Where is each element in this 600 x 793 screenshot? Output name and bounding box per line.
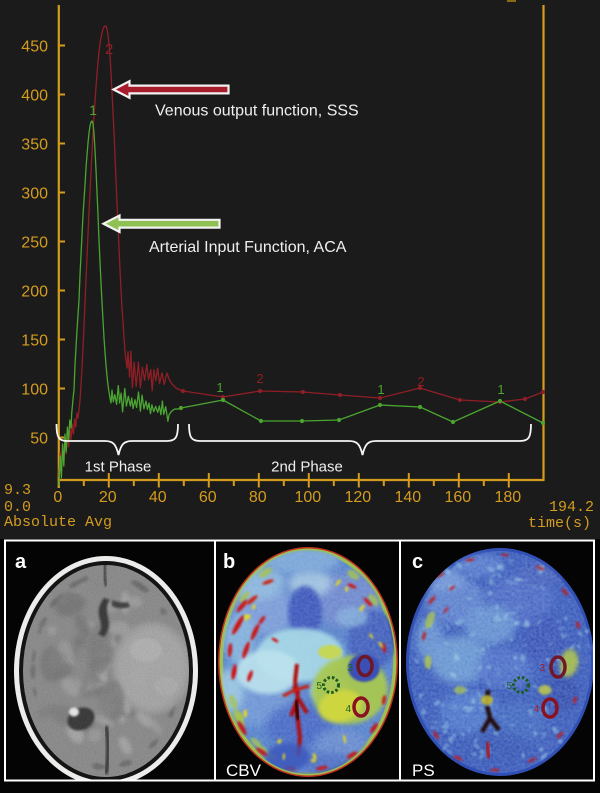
svg-text:1: 1 [89, 102, 97, 118]
svg-text:0: 0 [53, 489, 62, 506]
svg-text:a: a [15, 551, 27, 573]
svg-text:2nd Phase: 2nd Phase [271, 459, 343, 476]
svg-text:160: 160 [444, 489, 471, 506]
svg-text:50: 50 [30, 431, 48, 448]
svg-text:40: 40 [149, 489, 167, 506]
svg-text:250: 250 [21, 235, 48, 252]
svg-text:time(s): time(s) [528, 515, 591, 532]
svg-text:2: 2 [256, 371, 263, 386]
svg-text:Venous output function, SSS: Venous output function, SSS [155, 103, 359, 120]
svg-text:300: 300 [21, 186, 48, 203]
svg-text:Absolute Avg: Absolute Avg [4, 514, 112, 531]
svg-text:120: 120 [344, 489, 371, 506]
svg-text:350: 350 [21, 137, 48, 154]
svg-text:100: 100 [294, 489, 321, 506]
svg-text:150: 150 [21, 333, 48, 350]
svg-text:9.3: 9.3 [4, 482, 31, 499]
svg-text:20: 20 [99, 489, 117, 506]
svg-text:80: 80 [249, 489, 267, 506]
svg-text:3: 3 [347, 663, 353, 674]
svg-text:CBV: CBV [226, 761, 262, 780]
svg-text:c: c [412, 551, 423, 573]
svg-text:400: 400 [21, 88, 48, 105]
svg-text:1: 1 [377, 382, 384, 397]
svg-text:5: 5 [506, 681, 512, 692]
svg-text:Arterial Input Function, ACA: Arterial Input Function, ACA [149, 239, 347, 256]
svg-text:4: 4 [345, 704, 351, 715]
svg-text:180: 180 [494, 489, 521, 506]
svg-text:2: 2 [417, 374, 424, 389]
svg-text:PS: PS [412, 761, 435, 780]
svg-text:b: b [223, 551, 235, 573]
svg-text:4: 4 [533, 704, 539, 715]
svg-text:3: 3 [539, 663, 545, 674]
svg-text:1: 1 [497, 382, 504, 397]
svg-text:1: 1 [216, 380, 223, 395]
svg-text:0.0: 0.0 [4, 499, 31, 516]
svg-text:60: 60 [199, 489, 217, 506]
svg-text:450: 450 [21, 39, 48, 56]
svg-text:2: 2 [105, 41, 113, 58]
svg-text:5: 5 [316, 681, 322, 692]
svg-text:100: 100 [21, 382, 48, 399]
svg-text:140: 140 [394, 489, 421, 506]
svg-text:194.2: 194.2 [549, 499, 594, 516]
svg-text:200: 200 [21, 284, 48, 301]
svg-text:1st Phase: 1st Phase [85, 459, 152, 476]
